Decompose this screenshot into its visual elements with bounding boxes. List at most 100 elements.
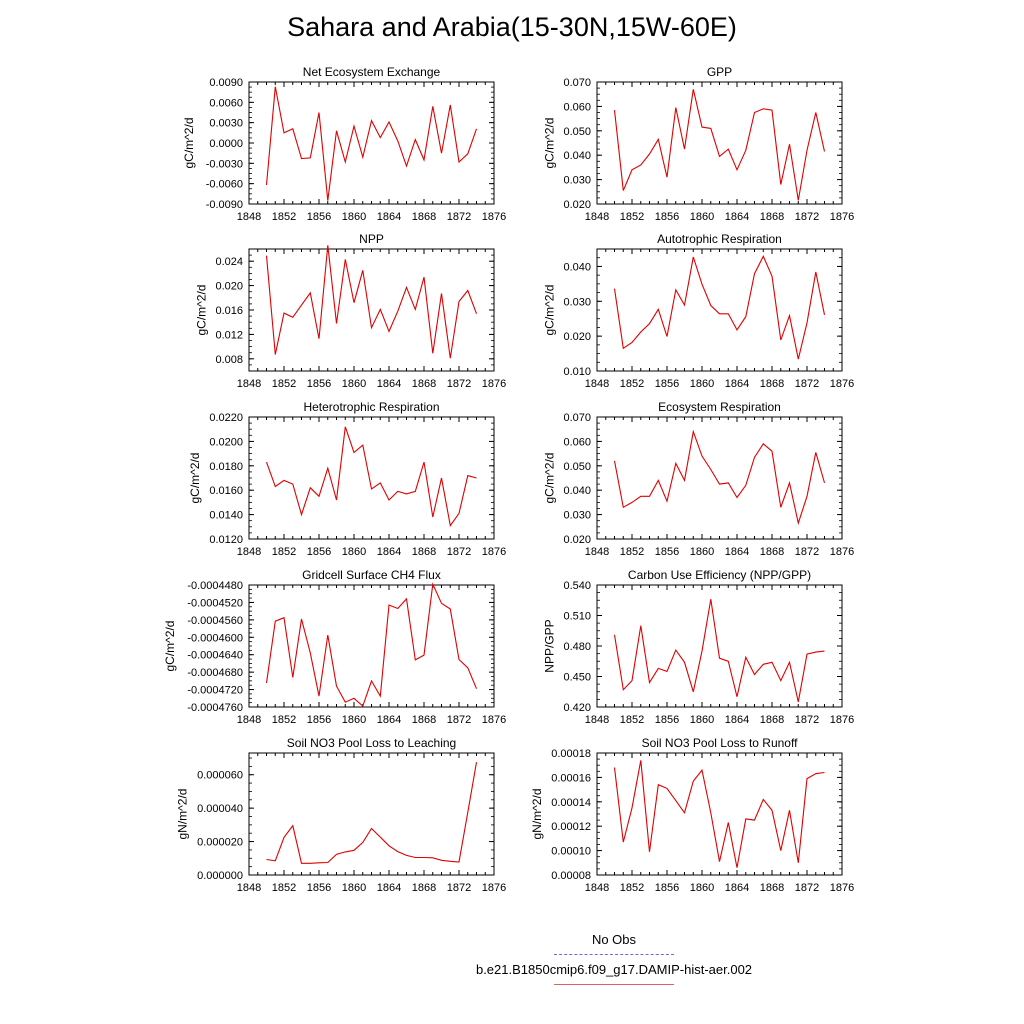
x-tick-label: 1860 xyxy=(342,546,366,558)
x-tick-label: 1864 xyxy=(725,882,749,894)
x-tick-label: 1864 xyxy=(725,546,749,558)
y-axis-label: gC/m^2/d xyxy=(543,285,557,336)
x-tick-label: 1852 xyxy=(620,211,644,223)
chart-panel: Ecosystem Respiration 1848 1852 1856 1860 186… xyxy=(543,400,855,558)
x-tick-label: 1860 xyxy=(342,211,366,223)
y-tick-label: 0.00010 xyxy=(551,846,591,858)
y-axis-label: gN/m^2/d xyxy=(530,789,544,840)
y-axis-label: gC/m^2/d xyxy=(543,118,557,169)
legend-obs-label: No Obs xyxy=(591,932,637,947)
x-tick-label: 1860 xyxy=(690,714,714,726)
y-axis-label: gC/m^2/d xyxy=(543,453,557,504)
y-tick-label: 0.0220 xyxy=(209,412,243,424)
x-tick-label: 1876 xyxy=(830,378,854,390)
y-tick-label: 0.040 xyxy=(563,261,591,273)
x-tick-label: 1852 xyxy=(620,378,644,390)
y-tick-label: 0.050 xyxy=(563,461,591,473)
x-tick-label: 1876 xyxy=(830,882,854,894)
y-axis-label: gC/m^2/d xyxy=(188,453,202,504)
x-tick-label: 1864 xyxy=(377,714,401,726)
x-tick-label: 1876 xyxy=(482,211,506,223)
series-line xyxy=(613,760,825,868)
x-tick-label: 1864 xyxy=(377,211,401,223)
x-tick-label: 1856 xyxy=(655,714,679,726)
series-line xyxy=(613,89,826,201)
x-tick-label: 1868 xyxy=(760,882,784,894)
y-tick-label: 0.000020 xyxy=(197,837,243,849)
plot-frame xyxy=(596,248,843,372)
x-tick-label: 1872 xyxy=(447,882,471,894)
panel-title: NPP xyxy=(359,232,384,246)
y-tick-label: 0.450 xyxy=(563,672,591,684)
panel-title: Carbon Use Efficiency (NPP/GPP) xyxy=(628,568,811,582)
y-axis-label: gC/m^2/d xyxy=(182,118,196,169)
x-tick-label: 1856 xyxy=(655,546,679,558)
legend-run-label: b.e21.B1850cmip6.f09_g17.DAMIP-hist-aer.… xyxy=(475,962,753,977)
x-tick-label: 1852 xyxy=(272,378,296,390)
y-tick-label: 0.060 xyxy=(563,101,591,113)
chart-panel: Gridcell Surface CH4 Flux 1848 1852 1856 186… xyxy=(163,568,506,726)
x-tick-label: 1852 xyxy=(620,546,644,558)
x-tick-label: 1868 xyxy=(412,211,436,223)
series-line xyxy=(613,429,826,526)
y-tick-label: 0.020 xyxy=(215,281,243,293)
x-tick-label: 1872 xyxy=(795,378,819,390)
x-tick-label: 1876 xyxy=(482,882,506,894)
plot-frame xyxy=(596,81,843,205)
x-tick-label: 1848 xyxy=(585,714,609,726)
plot-frame xyxy=(248,752,495,876)
x-tick-label: 1852 xyxy=(620,714,644,726)
x-tick-label: 1872 xyxy=(447,378,471,390)
y-tick-label: -0.0004480 xyxy=(187,580,243,592)
y-tick-label: 0.030 xyxy=(563,296,591,308)
chart-panel: Heterotrophic Respiration 1848 1852 1856 186… xyxy=(188,400,506,558)
y-tick-label: -0.0004600 xyxy=(187,632,243,644)
x-tick-label: 1860 xyxy=(690,378,714,390)
x-tick-label: 1876 xyxy=(482,714,506,726)
x-tick-label: 1864 xyxy=(377,378,401,390)
series-line xyxy=(265,245,478,359)
x-tick-label: 1848 xyxy=(585,882,609,894)
y-tick-label: 0.030 xyxy=(563,510,591,522)
chart-panel: Carbon Use Efficiency (NPP/GPP) 1848 1852 1… xyxy=(543,568,855,726)
series-line xyxy=(265,426,477,527)
x-tick-label: 1868 xyxy=(760,714,784,726)
x-tick-label: 1872 xyxy=(447,714,471,726)
x-tick-label: 1852 xyxy=(272,546,296,558)
panel-title: Gridcell Surface CH4 Flux xyxy=(302,568,441,582)
x-tick-label: 1876 xyxy=(482,378,506,390)
y-tick-label: 0.000060 xyxy=(197,770,243,782)
y-tick-label: 0.050 xyxy=(563,126,591,138)
y-tick-label: 0.070 xyxy=(563,77,591,89)
y-tick-label: -0.0090 xyxy=(206,199,243,211)
series-line xyxy=(613,599,825,703)
x-tick-label: 1856 xyxy=(655,378,679,390)
x-tick-label: 1848 xyxy=(585,546,609,558)
y-tick-label: 0.020 xyxy=(563,331,591,343)
y-tick-label: 0.070 xyxy=(563,412,591,424)
y-axis-label: gN/m^2/d xyxy=(176,789,190,840)
y-tick-label: 0.060 xyxy=(563,436,591,448)
y-tick-label: 0.0200 xyxy=(209,436,243,448)
figure-title: Sahara and Arabia(15-30N,15W-60E) xyxy=(287,12,737,42)
y-tick-label: 0.016 xyxy=(215,305,243,317)
y-tick-label: 0.010 xyxy=(563,366,591,378)
y-tick-label: 0.030 xyxy=(563,175,591,187)
x-tick-label: 1860 xyxy=(690,882,714,894)
y-tick-label: 0.0140 xyxy=(209,510,243,522)
y-tick-label: 0.480 xyxy=(563,641,591,653)
x-tick-label: 1848 xyxy=(585,211,609,223)
x-tick-label: 1864 xyxy=(725,211,749,223)
x-tick-label: 1848 xyxy=(237,211,261,223)
x-tick-label: 1848 xyxy=(237,882,261,894)
chart-panel: Soil NO3 Pool Loss to Runoff 1848 1852 1856… xyxy=(530,736,854,894)
x-tick-label: 1856 xyxy=(655,211,679,223)
panel-title: Soil NO3 Pool Loss to Runoff xyxy=(642,736,799,750)
x-tick-label: 1860 xyxy=(342,714,366,726)
plot-frame xyxy=(248,416,495,540)
chart-panel: Autotrophic Respiration 1848 1852 1856 1860 1… xyxy=(543,232,855,390)
x-tick-label: 1868 xyxy=(760,211,784,223)
x-tick-label: 1848 xyxy=(237,546,261,558)
